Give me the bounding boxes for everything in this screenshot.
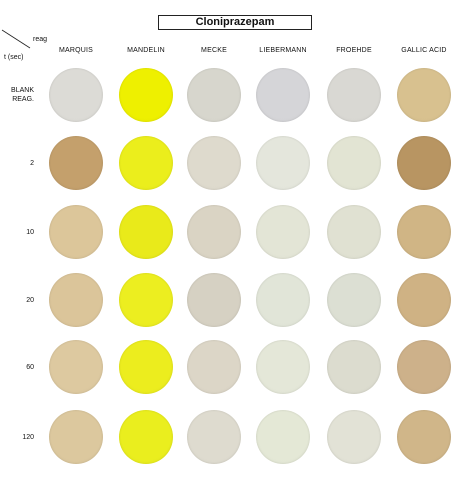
- row-label-5: 120: [22, 433, 34, 441]
- spot-well-gallic-acid-row-4: [397, 340, 451, 394]
- spot-well-mecke-row-2: [187, 205, 241, 259]
- column-header-froehde: FROEHDE: [336, 47, 372, 54]
- spot-well-gallic-acid-row-1: [397, 136, 451, 190]
- spot-well-froehde-row-3: [327, 273, 381, 327]
- row-label-0: BLANK REAG.: [11, 87, 34, 103]
- spot-well-mecke-row-3: [187, 273, 241, 327]
- spot-well-liebermann-row-1: [256, 136, 310, 190]
- row-label-2: 10: [26, 228, 34, 236]
- spot-well-liebermann-row-0: [256, 68, 310, 122]
- column-header-gallic-acid: GALLIC ACID: [401, 47, 447, 54]
- spot-well-froehde-row-1: [327, 136, 381, 190]
- spot-well-gallic-acid-row-0: [397, 68, 451, 122]
- spot-well-marquis-row-4: [49, 340, 103, 394]
- figure-title: Cloniprazepam: [158, 15, 312, 30]
- corner-diagonal: [1, 29, 31, 49]
- time-axis-label: t (sec): [4, 54, 24, 61]
- spot-well-mandelin-row-2: [119, 205, 173, 259]
- row-label-4: 60: [26, 363, 34, 371]
- spot-well-marquis-row-2: [49, 205, 103, 259]
- spot-well-liebermann-row-4: [256, 340, 310, 394]
- spot-well-froehde-row-0: [327, 68, 381, 122]
- spot-well-liebermann-row-5: [256, 410, 310, 464]
- spot-well-mandelin-row-1: [119, 136, 173, 190]
- column-header-mecke: MECKE: [201, 47, 227, 54]
- spot-well-gallic-acid-row-3: [397, 273, 451, 327]
- spot-well-mecke-row-1: [187, 136, 241, 190]
- spot-well-mecke-row-5: [187, 410, 241, 464]
- spot-well-mandelin-row-4: [119, 340, 173, 394]
- column-header-liebermann: LIEBERMANN: [259, 47, 307, 54]
- spot-well-marquis-row-5: [49, 410, 103, 464]
- spot-well-mandelin-row-3: [119, 273, 173, 327]
- row-label-3: 20: [26, 296, 34, 304]
- spot-well-marquis-row-3: [49, 273, 103, 327]
- column-header-mandelin: MANDELIN: [127, 47, 165, 54]
- row-label-1: 2: [30, 159, 34, 167]
- spot-well-liebermann-row-2: [256, 205, 310, 259]
- spot-well-mecke-row-4: [187, 340, 241, 394]
- spot-well-mecke-row-0: [187, 68, 241, 122]
- spot-well-marquis-row-0: [49, 68, 103, 122]
- spot-well-marquis-row-1: [49, 136, 103, 190]
- axis-corner: reag t (sec): [0, 28, 60, 64]
- spot-well-froehde-row-2: [327, 205, 381, 259]
- spot-well-gallic-acid-row-2: [397, 205, 451, 259]
- spot-well-mandelin-row-0: [119, 68, 173, 122]
- spot-well-froehde-row-4: [327, 340, 381, 394]
- reagent-axis-label: reag: [33, 36, 48, 43]
- spot-well-mandelin-row-5: [119, 410, 173, 464]
- spot-well-liebermann-row-3: [256, 273, 310, 327]
- spot-well-froehde-row-5: [327, 410, 381, 464]
- column-header-marquis: MARQUIS: [58, 47, 94, 54]
- spot-well-gallic-acid-row-5: [397, 410, 451, 464]
